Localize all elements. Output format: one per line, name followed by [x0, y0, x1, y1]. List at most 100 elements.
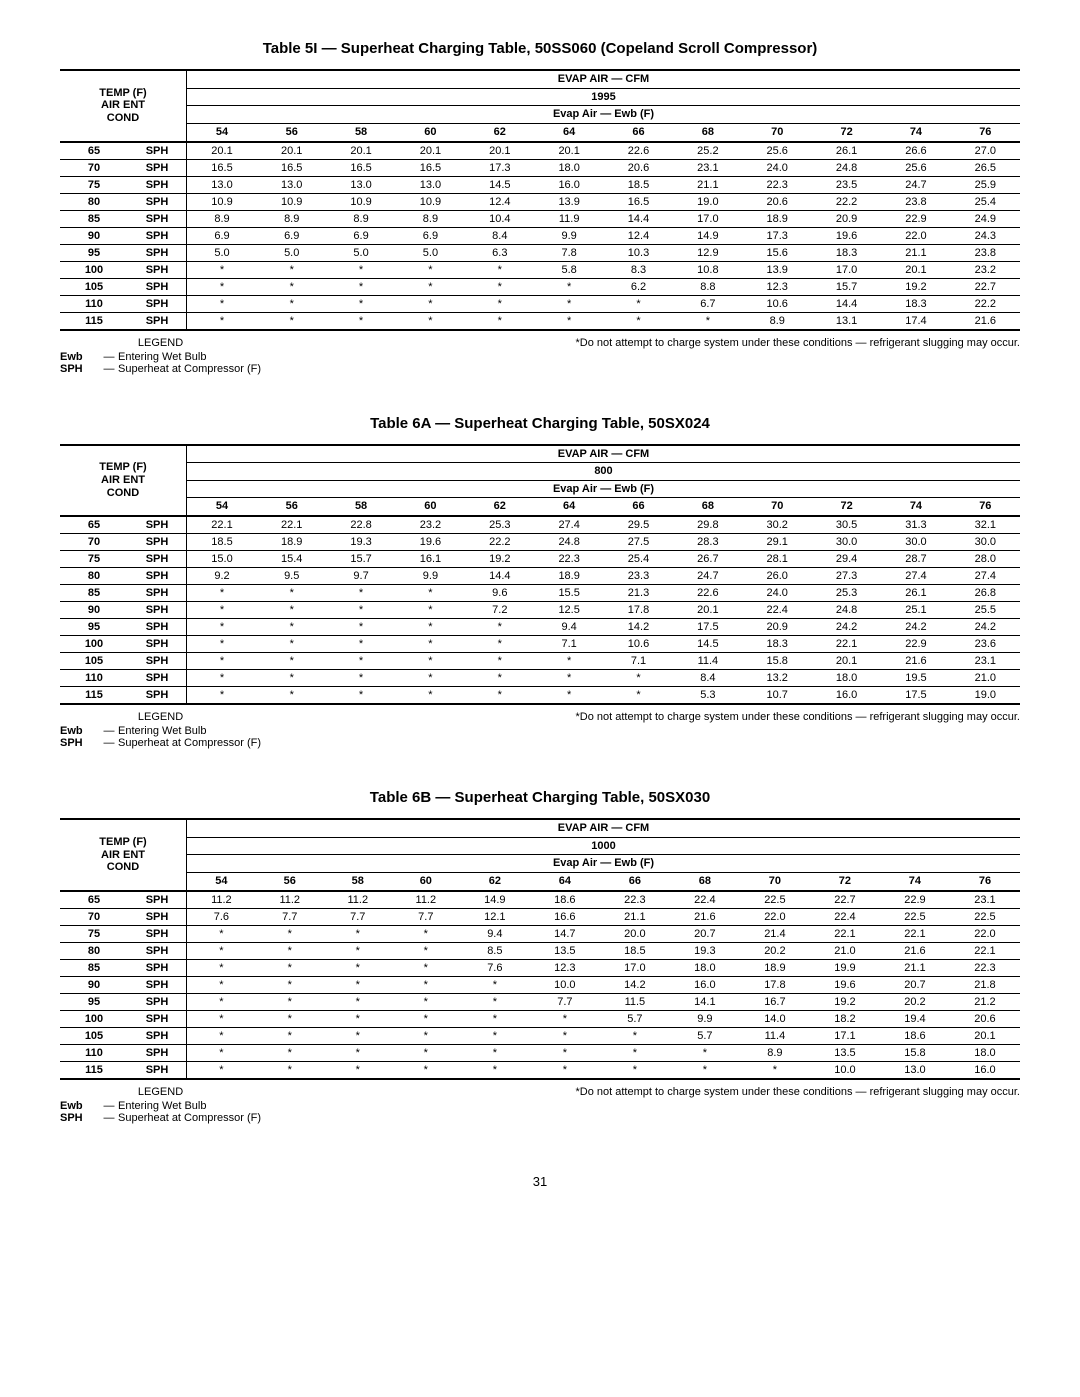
data-cell: * — [257, 636, 326, 653]
data-cell: 23.5 — [812, 176, 881, 193]
data-cell: 18.9 — [740, 959, 810, 976]
data-cell: 12.3 — [743, 278, 812, 295]
data-cell: 10.9 — [257, 193, 326, 210]
data-cell: 8.4 — [465, 227, 534, 244]
data-cell: 13.9 — [743, 261, 812, 278]
data-cell: * — [465, 687, 534, 705]
sph-cell: SPH — [128, 891, 187, 909]
data-cell: 7.6 — [187, 908, 256, 925]
table-title: Table 6B — Superheat Charging Table, 50S… — [60, 789, 1020, 806]
data-cell: 24.7 — [881, 176, 950, 193]
data-cell: * — [530, 1010, 600, 1027]
data-cell: 21.1 — [881, 244, 950, 261]
data-cell: * — [534, 295, 603, 312]
data-cell: * — [187, 585, 258, 602]
data-cell: 17.8 — [604, 602, 673, 619]
data-cell: 20.1 — [881, 261, 950, 278]
data-cell: * — [324, 1044, 392, 1061]
data-cell: * — [257, 278, 326, 295]
data-cell: 22.3 — [950, 959, 1020, 976]
data-cell: 22.5 — [950, 908, 1020, 925]
data-cell: 25.3 — [812, 585, 881, 602]
col-header: 74 — [881, 123, 950, 141]
temp-cell: 90 — [60, 602, 128, 619]
col-header: 72 — [812, 498, 881, 516]
data-cell: 5.7 — [670, 1027, 740, 1044]
table-row: 105SPH******7.111.415.820.121.623.1 — [60, 653, 1020, 670]
data-cell: 19.2 — [810, 993, 880, 1010]
data-cell: 22.1 — [812, 636, 881, 653]
data-cell: 11.4 — [673, 653, 742, 670]
data-cell: 21.6 — [951, 312, 1020, 330]
data-cell: * — [465, 261, 534, 278]
data-cell: 10.4 — [465, 210, 534, 227]
data-cell: 15.4 — [257, 551, 326, 568]
data-cell: 17.4 — [881, 312, 950, 330]
col-header: 64 — [534, 123, 603, 141]
col-header: 70 — [743, 123, 812, 141]
data-cell: 10.0 — [530, 976, 600, 993]
data-cell: 22.5 — [880, 908, 950, 925]
data-cell: 19.3 — [670, 942, 740, 959]
data-cell: 20.2 — [880, 993, 950, 1010]
data-cell: * — [187, 976, 256, 993]
data-cell: 27.5 — [604, 534, 673, 551]
data-cell: * — [326, 619, 395, 636]
data-cell: 23.6 — [951, 636, 1020, 653]
data-cell: 23.1 — [951, 653, 1020, 670]
sph-cell: SPH — [128, 1044, 187, 1061]
data-cell: 21.8 — [950, 976, 1020, 993]
data-cell: * — [396, 278, 465, 295]
table-row: 110SPH*******8.413.218.019.521.0 — [60, 670, 1020, 687]
temp-cell: 80 — [60, 193, 128, 210]
col-header: 54 — [187, 123, 258, 141]
temp-cell: 80 — [60, 568, 128, 585]
data-cell: 16.5 — [604, 193, 673, 210]
temp-cell: 115 — [60, 312, 128, 330]
data-cell: 20.1 — [950, 1027, 1020, 1044]
data-cell: 12.4 — [465, 193, 534, 210]
data-cell: * — [187, 619, 258, 636]
data-cell: * — [324, 1027, 392, 1044]
col-header: 56 — [257, 498, 326, 516]
data-cell: * — [326, 602, 395, 619]
data-cell: * — [187, 602, 258, 619]
data-cell: * — [392, 1061, 460, 1079]
data-cell: * — [256, 1027, 324, 1044]
data-cell: * — [257, 619, 326, 636]
data-cell: 11.2 — [324, 891, 392, 909]
data-cell: 23.8 — [951, 244, 1020, 261]
col-header: 58 — [324, 873, 392, 891]
data-cell: 16.0 — [670, 976, 740, 993]
data-cell: * — [187, 687, 258, 705]
sph-cell: SPH — [128, 261, 187, 278]
data-cell: 24.2 — [951, 619, 1020, 636]
table-row: 65SPH20.120.120.120.120.120.122.625.225.… — [60, 142, 1020, 160]
legend-item: Ewb—Entering Wet Bulb — [60, 725, 261, 737]
data-cell: 15.8 — [743, 653, 812, 670]
data-cell: 8.9 — [396, 210, 465, 227]
data-cell: 8.5 — [460, 942, 530, 959]
data-cell: 17.3 — [465, 159, 534, 176]
legend: LEGENDEwb—Entering Wet BulbSPH—Superheat… — [60, 711, 261, 749]
sph-cell: SPH — [128, 227, 187, 244]
data-cell: 5.3 — [673, 687, 742, 705]
data-cell: 10.3 — [604, 244, 673, 261]
data-cell: * — [257, 585, 326, 602]
data-cell: 20.1 — [396, 142, 465, 160]
data-cell: 20.7 — [880, 976, 950, 993]
data-cell: 5.7 — [600, 1010, 670, 1027]
data-cell: 18.0 — [670, 959, 740, 976]
sph-cell: SPH — [128, 908, 187, 925]
data-cell: 22.0 — [881, 227, 950, 244]
data-cell: 9.7 — [326, 568, 395, 585]
header-ewb: Evap Air — Ewb (F) — [187, 480, 1021, 498]
col-header: 76 — [950, 873, 1020, 891]
data-cell: 10.6 — [743, 295, 812, 312]
data-cell: * — [326, 636, 395, 653]
data-cell: 9.9 — [534, 227, 603, 244]
data-cell: 18.9 — [534, 568, 603, 585]
data-cell: * — [465, 670, 534, 687]
data-cell: * — [326, 653, 395, 670]
data-cell: 9.4 — [460, 925, 530, 942]
